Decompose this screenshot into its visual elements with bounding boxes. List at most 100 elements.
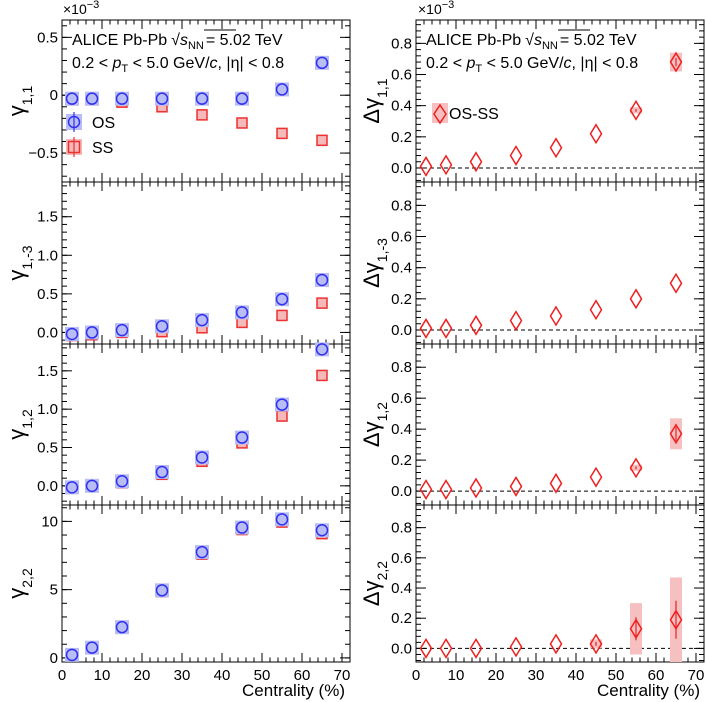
- right-panel-1: 0.0 0.2 0.4 0.6 0.8 Δγ1,1: [359, 19, 705, 183]
- left-panel-1: −0.5 0 0.5 γ1,1: [4, 19, 351, 183]
- ss-marker: [276, 127, 288, 140]
- right-title: ALICE Pb-Pb √sNN = 5.02 TeV: [426, 32, 637, 52]
- diff-marker: [669, 51, 683, 73]
- y-axis-label-sub: 2,2: [19, 568, 35, 588]
- x-tick-label: 0: [412, 667, 420, 684]
- ss-syst-box: [316, 369, 328, 381]
- diff-marker: [419, 317, 433, 339]
- x-tick-label: 30: [528, 667, 545, 684]
- diff-marker: [469, 637, 483, 659]
- y-tick-label: 0.6: [391, 67, 412, 84]
- ss-marker: [196, 109, 208, 121]
- diff-marker: [589, 299, 603, 321]
- x-tick-label: 10: [94, 667, 111, 684]
- y-axis-label-base: Δγ: [359, 98, 384, 124]
- right-panel-4: 0.0 0.2 0.4 0.6 0.8 0 10 20 30 40 50 60 70 Δγ2,2: [359, 504, 705, 684]
- right-panel-3: 0.0 0.2 0.4 0.6 0.8 Δγ1,2: [359, 343, 705, 506]
- diff-marker: [669, 272, 683, 294]
- ss-marker: [316, 134, 328, 147]
- os-marker: [235, 92, 249, 105]
- y-tick-label: 0.5: [37, 286, 58, 303]
- x-tick-label: 40: [214, 667, 231, 684]
- ss-syst-box: [276, 309, 288, 321]
- y-axis-label-sub: 2,2: [374, 561, 390, 581]
- x-tick-label: 50: [254, 667, 271, 684]
- os-marker: [315, 56, 329, 70]
- right-panel-2: 0.0 0.2 0.4 0.6 0.8 Δγ1,-3: [359, 181, 705, 345]
- os-marker: [115, 620, 129, 634]
- diff-marker: [469, 151, 483, 173]
- x-tick-label: 10: [448, 667, 465, 684]
- os-marker: [85, 479, 99, 493]
- diff-marker: [589, 633, 603, 655]
- panel-frame: [61, 504, 351, 663]
- ss-syst-box: [236, 117, 248, 129]
- ss-syst-box: [236, 316, 248, 328]
- legend-diff-label: OS-SS: [449, 106, 499, 123]
- y-tick-label: 0.5: [37, 29, 58, 46]
- os-marker: [65, 648, 79, 662]
- diff-marker: [439, 637, 453, 659]
- legend-diff: OS-SS: [432, 103, 499, 125]
- overlay: ×10−3 ×10−3 ALICE Pb-Pb √sNN = 5.02 TeV 0.…: [63, 0, 700, 700]
- os-marker: [235, 521, 249, 534]
- y-axis-label-base: γ: [4, 588, 29, 599]
- os-marker: [195, 92, 209, 105]
- y-axis-label: Δγ1,2: [359, 402, 390, 447]
- diff-marker: [439, 479, 453, 500]
- y-axis-label-base: γ: [4, 429, 29, 440]
- diff-marker: [629, 99, 643, 121]
- os-marker: [195, 313, 209, 327]
- ss-marker: [236, 117, 248, 129]
- y-tick-label: 5: [50, 582, 58, 599]
- y-axis-label: Δγ1,1: [359, 78, 390, 123]
- y-axis-label-sub: 1,2: [374, 402, 390, 422]
- os-marker: [275, 513, 289, 526]
- y-tick-label: 0.8: [391, 35, 412, 52]
- y-tick-label: 0.8: [391, 520, 412, 537]
- legend-ss: SS: [66, 137, 113, 157]
- y-tick-label: 1.5: [37, 363, 58, 380]
- x-tick-label: 0: [58, 667, 66, 684]
- diff-marker: [549, 305, 563, 327]
- ss-syst-box: [196, 322, 208, 334]
- x-tick-label: 70: [334, 667, 351, 684]
- os-marker: [315, 524, 329, 537]
- y-tick-label: 0.2: [391, 129, 412, 146]
- y-tick-label: 0.4: [391, 98, 412, 115]
- y-tick-label: 0.0: [37, 478, 58, 495]
- os-marker: [155, 92, 169, 105]
- ss-syst-box: [196, 109, 208, 121]
- left-panel-4: 0 5 10 0 10 20 30 40 50 60 70 γ2,2: [4, 504, 351, 684]
- ss-syst-box: [276, 410, 288, 422]
- diff-marker: [549, 137, 563, 159]
- left-xlabel: Centrality (%): [242, 681, 345, 700]
- right-exponent-label: ×10−3: [418, 0, 454, 17]
- x-tick-label: 30: [174, 667, 191, 684]
- y-tick-label: 0.2: [391, 452, 412, 469]
- ss-marker: [316, 297, 328, 309]
- y-tick-label: 1.5: [37, 209, 58, 226]
- ss-marker: [276, 309, 288, 322]
- legend-ss-label: SS: [92, 140, 113, 157]
- diff-marker: [589, 466, 603, 488]
- diff-marker: [439, 317, 453, 339]
- y-tick-label: −0.5: [28, 145, 58, 162]
- y-tick-label: 0.5: [37, 440, 58, 457]
- ss-syst-box: [316, 297, 328, 309]
- left-title: ALICE Pb-Pb √sNN = 5.02 TeV: [72, 32, 283, 52]
- y-axis-label-base: γ: [4, 270, 29, 281]
- diff-marker: [439, 154, 453, 176]
- y-tick-label: 0.0: [391, 160, 412, 177]
- diff-marker: [469, 314, 483, 336]
- y-tick-label: 0.8: [391, 197, 412, 214]
- os-marker: [275, 293, 289, 306]
- left-panel-2: 0.0 0.5 1.0 1.5 γ1,-3: [4, 181, 351, 345]
- panel-frame: [61, 343, 351, 506]
- y-tick-label: 0: [50, 87, 58, 104]
- os-marker: [275, 398, 289, 411]
- os-marker: [155, 320, 169, 333]
- y-tick-label: 0.4: [391, 421, 412, 438]
- os-marker: [65, 481, 79, 494]
- os-marker: [85, 92, 99, 105]
